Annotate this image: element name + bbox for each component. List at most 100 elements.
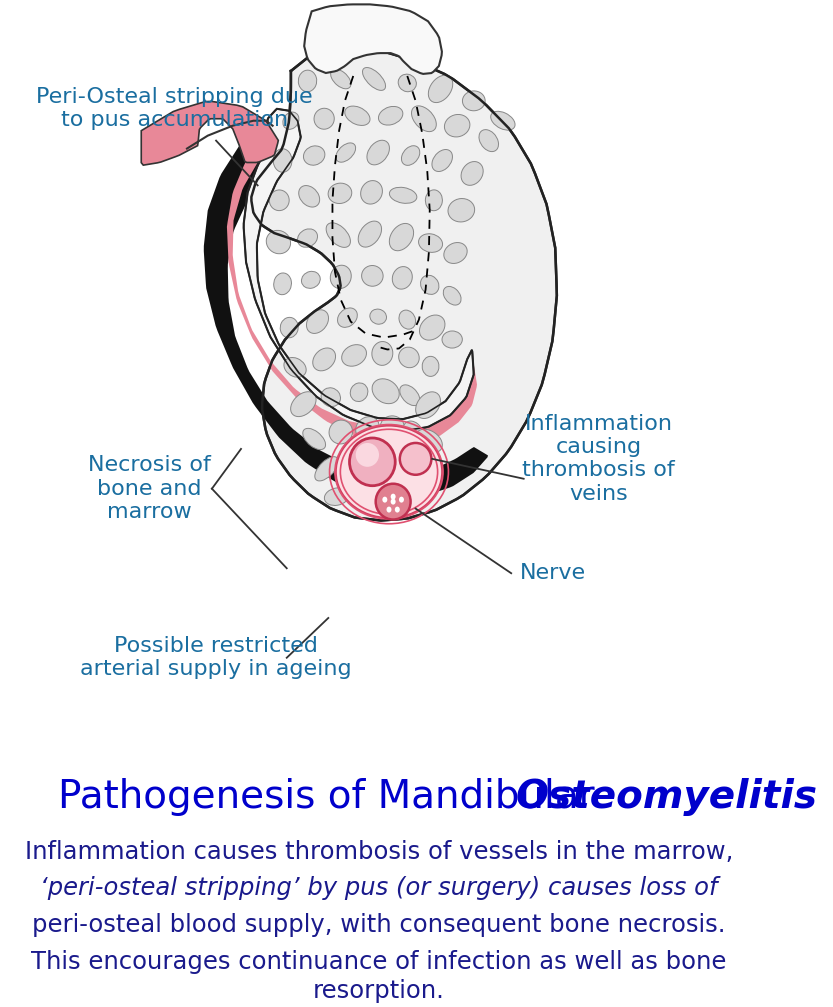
Ellipse shape [398,75,416,92]
Ellipse shape [443,286,461,305]
Ellipse shape [328,183,352,203]
Ellipse shape [491,112,515,130]
Ellipse shape [372,341,393,366]
Ellipse shape [400,443,431,474]
Ellipse shape [395,507,400,513]
Ellipse shape [350,438,395,485]
Ellipse shape [444,243,467,264]
Ellipse shape [387,507,392,513]
Ellipse shape [416,392,441,419]
Ellipse shape [399,347,419,368]
Ellipse shape [418,234,442,253]
Ellipse shape [267,231,291,254]
Ellipse shape [392,267,412,289]
Ellipse shape [372,379,399,404]
Ellipse shape [283,112,299,129]
Text: resorption.: resorption. [313,979,445,1003]
Ellipse shape [356,443,379,467]
Ellipse shape [347,481,371,499]
Ellipse shape [297,229,317,248]
Ellipse shape [428,76,453,103]
Ellipse shape [432,149,452,171]
Ellipse shape [422,356,439,377]
Ellipse shape [284,357,307,378]
Ellipse shape [329,420,352,444]
Ellipse shape [321,388,341,407]
Ellipse shape [479,130,498,152]
Ellipse shape [442,331,462,348]
Text: Inflammation causes thrombosis of vessels in the marrow,: Inflammation causes thrombosis of vessel… [25,840,733,864]
Ellipse shape [387,450,407,467]
Ellipse shape [324,487,349,506]
Ellipse shape [312,348,336,371]
Polygon shape [304,4,441,74]
Ellipse shape [400,385,420,406]
Ellipse shape [389,476,412,501]
Ellipse shape [303,146,325,165]
Polygon shape [227,119,477,443]
Text: This encourages continuance of infection as well as bone: This encourages continuance of infection… [32,950,726,974]
Polygon shape [204,117,488,497]
Ellipse shape [350,383,368,402]
Text: ‘peri-osteal stripping’ by pus (or surgery) causes loss of: ‘peri-osteal stripping’ by pus (or surge… [40,876,718,900]
Text: Necrosis of
bone and
marrow: Necrosis of bone and marrow [88,455,211,522]
Ellipse shape [391,498,396,505]
Ellipse shape [356,417,379,439]
Ellipse shape [412,106,436,132]
Ellipse shape [269,190,289,210]
Ellipse shape [307,310,328,333]
Ellipse shape [331,69,351,89]
Text: Possible restricted
arterial supply in ageing: Possible restricted arterial supply in a… [80,636,352,680]
Ellipse shape [402,146,420,165]
Ellipse shape [426,190,442,210]
Ellipse shape [420,315,445,340]
Ellipse shape [399,310,416,329]
Ellipse shape [337,308,357,327]
Ellipse shape [389,187,416,203]
Ellipse shape [369,477,392,497]
Ellipse shape [273,149,292,172]
Ellipse shape [362,266,383,286]
Text: Nerve: Nerve [520,563,586,583]
Text: Peri-Osteal stripping due
to pus accumulation: Peri-Osteal stripping due to pus accumul… [36,88,313,130]
Ellipse shape [378,107,403,125]
Ellipse shape [407,454,425,475]
Ellipse shape [340,451,363,474]
Ellipse shape [365,450,387,470]
Ellipse shape [391,493,396,499]
Ellipse shape [314,109,334,129]
Ellipse shape [280,317,298,337]
Text: Pathogenesis of Mandibular: Pathogenesis of Mandibular [58,778,607,816]
Text: Osteomyelitis: Osteomyelitis [516,778,817,816]
Ellipse shape [336,143,356,162]
Text: Inflammation
causing
thrombosis of
veins: Inflammation causing thrombosis of veins [522,414,675,504]
Ellipse shape [382,496,387,502]
Ellipse shape [448,198,475,222]
Ellipse shape [361,180,382,204]
Text: peri-osteal blood supply, with consequent bone necrosis.: peri-osteal blood supply, with consequen… [32,913,726,938]
Ellipse shape [376,483,411,520]
Ellipse shape [274,273,292,295]
Ellipse shape [315,457,338,481]
Ellipse shape [327,223,351,248]
Ellipse shape [358,222,382,247]
Ellipse shape [461,161,483,185]
Ellipse shape [336,426,442,518]
Ellipse shape [421,275,439,294]
Ellipse shape [403,421,423,443]
Ellipse shape [370,309,387,324]
Ellipse shape [399,496,404,502]
Ellipse shape [381,416,404,438]
Ellipse shape [416,429,442,453]
Ellipse shape [331,265,352,289]
Ellipse shape [302,271,320,288]
Ellipse shape [299,185,320,207]
Ellipse shape [362,67,386,91]
Ellipse shape [367,140,390,165]
Text: ‘                              ’ by pus (or surgery) causes loss of: ‘ ’ by pus (or surgery) causes loss of [46,876,712,900]
Ellipse shape [342,344,367,367]
Ellipse shape [291,392,316,417]
Polygon shape [142,102,278,165]
Ellipse shape [389,224,414,251]
Ellipse shape [462,91,485,111]
